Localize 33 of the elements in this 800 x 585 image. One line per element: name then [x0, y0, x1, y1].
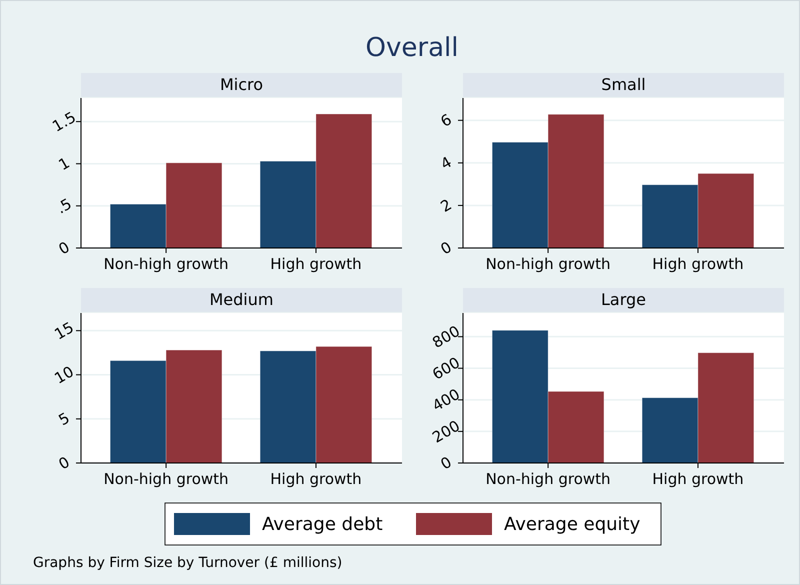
y-tick-label: .5 [53, 194, 75, 218]
x-tick-label: Non-high growth [486, 470, 611, 488]
x-tick-label: High growth [270, 255, 362, 273]
text: Overall [366, 33, 458, 63]
chart-title: Medium [210, 290, 274, 309]
chart-title: Large [600, 290, 646, 309]
y-tick-label: 600 [429, 354, 464, 384]
y-tick-label: 0 [55, 453, 73, 474]
y-tick-label: 10 [51, 362, 77, 388]
x-tick-label: Non-high growth [486, 255, 611, 273]
x-tick-label: High growth [270, 470, 362, 488]
x-tick-label: Non-high growth [104, 470, 229, 488]
x-tick-label: High growth [652, 470, 744, 488]
legend-label: Average equity [504, 514, 641, 535]
y-tick-label: 5 [55, 408, 73, 430]
chart-title: Micro [220, 75, 264, 94]
y-tick-label: 0 [55, 238, 73, 258]
chart-title: Small [601, 75, 646, 94]
y-tick-label: 1 [55, 154, 73, 174]
y-tick-label: 15 [51, 318, 77, 344]
y-tick-label: 6 [437, 110, 455, 131]
y-tick-label: 400 [429, 385, 464, 416]
y-tick-label: 800 [429, 322, 464, 352]
y-tick-label: 2 [437, 195, 455, 216]
y-tick-label: 200 [429, 416, 464, 447]
y-tick-label: 4 [437, 152, 455, 174]
y-tick-label: 0 [437, 453, 455, 474]
x-tick-label: Non-high growth [104, 255, 229, 273]
legend-label: Average debt [262, 514, 383, 535]
x-tick-label: High growth [652, 255, 744, 273]
y-tick-label: 0 [437, 238, 455, 258]
y-tick-label: 1.5 [49, 108, 79, 136]
text: Graphs by Firm Size by Turnover (£ millions) [33, 555, 342, 571]
